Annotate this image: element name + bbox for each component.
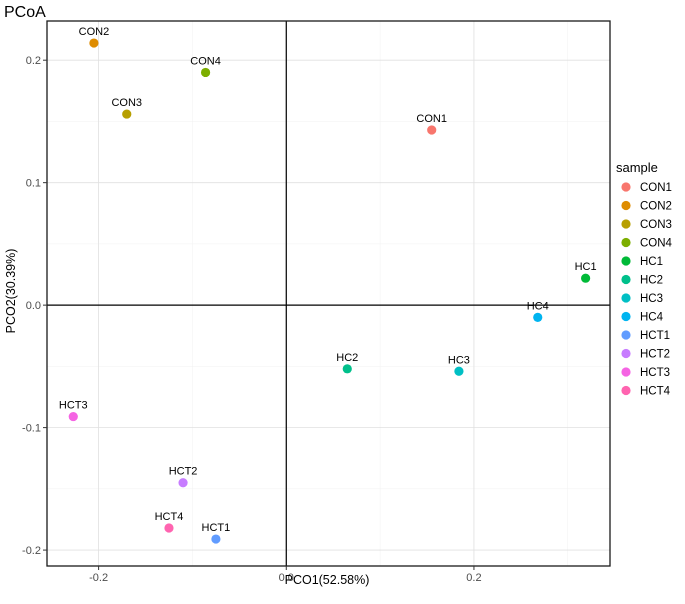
point-hct2: HCT2	[169, 466, 198, 488]
legend-swatch	[621, 348, 631, 359]
legend-swatch	[621, 237, 631, 248]
legend-item-hc4: HC4	[621, 311, 664, 324]
point-con3: CON3	[111, 97, 142, 119]
legend-swatch	[621, 367, 631, 377]
legend-swatch	[621, 219, 631, 229]
x-tick-label: -0.2	[89, 572, 108, 584]
legend-label: HCT3	[640, 367, 670, 379]
legend-item-con2: CON2	[621, 201, 672, 213]
legend-label: HC1	[640, 256, 663, 268]
legend-item-hc1: HC1	[621, 256, 663, 268]
legend-label: HCT2	[640, 349, 670, 361]
point-label: HC4	[527, 300, 549, 312]
legend-swatch	[621, 274, 631, 285]
point-marker	[342, 364, 352, 374]
point-hct3: HCT3	[59, 400, 88, 422]
point-hc1: HC1	[575, 261, 597, 283]
legend-swatch	[621, 182, 631, 192]
point-label: CON3	[111, 97, 142, 109]
legend-label: CON4	[640, 238, 673, 250]
point-label: CON4	[190, 55, 221, 67]
x-axis-label: PCO1(52.58%)	[285, 573, 370, 587]
legend-swatch	[621, 256, 631, 266]
y-tick-label: 0.1	[26, 178, 41, 190]
legend-item-con4: CON4	[621, 237, 673, 250]
point-hct1: HCT1	[202, 522, 231, 544]
point-label: HC3	[448, 354, 470, 366]
x-tick-label: 0.0	[279, 572, 294, 584]
point-label: CON1	[416, 113, 447, 125]
point-label: HC1	[575, 261, 597, 273]
y-tick-label: 0.0	[26, 300, 41, 312]
y-tick-label: -0.1	[22, 423, 41, 435]
point-marker	[68, 411, 78, 422]
legend-label: CON1	[640, 182, 672, 194]
point-label: HCT4	[155, 511, 184, 523]
point-marker	[200, 67, 211, 78]
legend-item-con3: CON3	[621, 219, 672, 231]
legend-label: HC2	[640, 275, 663, 287]
point-hc3: HC3	[448, 354, 470, 376]
legend-swatch	[621, 330, 631, 340]
legend-item-hct1: HCT1	[621, 330, 670, 342]
legend-label: HC3	[640, 293, 663, 305]
y-tick-label: -0.2	[22, 545, 41, 557]
legend-item-hct3: HCT3	[621, 367, 670, 379]
point-con4: CON4	[190, 55, 221, 78]
legend-item-hc3: HC3	[621, 293, 663, 305]
axis-ticks: -0.2 0.0 0.2 -0.2 -0.1 0.0 0.1 0.2	[22, 55, 482, 584]
x-tick-label: 0.2	[466, 572, 481, 584]
legend-swatch	[621, 385, 631, 396]
point-marker	[427, 125, 437, 135]
point-label: HCT2	[169, 466, 198, 478]
chart-title: PCoA	[4, 4, 46, 21]
legend-item-hct2: HCT2	[621, 349, 670, 361]
point-marker	[89, 38, 99, 48]
legend-label: CON3	[640, 219, 672, 231]
y-axis-label: PCO2(30.39%)	[4, 249, 18, 334]
legend-item-con1: CON1	[621, 182, 672, 194]
point-hc4: HC4	[527, 300, 549, 322]
legend-item-hct4: HCT4	[621, 385, 671, 398]
point-con1: CON1	[416, 113, 447, 135]
point-con2: CON2	[79, 26, 110, 48]
legend-title: sample	[616, 160, 658, 175]
point-label: HC2	[336, 352, 358, 364]
plot-panel-border	[46, 20, 611, 567]
legend-label: HC4	[640, 312, 664, 324]
point-hc2: HC2	[336, 352, 358, 374]
point-marker	[164, 523, 174, 533]
point-marker	[178, 478, 188, 488]
reference-lines	[47, 21, 610, 566]
point-label: HCT1	[202, 522, 231, 534]
point-marker	[581, 273, 591, 283]
legend-swatch	[621, 293, 631, 303]
point-label: HCT3	[59, 400, 88, 412]
legend-label: HCT1	[640, 330, 670, 342]
legend-item-hc2: HC2	[621, 275, 663, 287]
point-hct4: HCT4	[155, 511, 184, 533]
legend-swatch	[621, 200, 631, 211]
point-marker	[211, 534, 221, 544]
legend: sample CON1 CON2 CON3 CON4 HC1 HC2 HC3 HC4 HCT1 H…	[616, 160, 673, 398]
legend-label: HCT4	[640, 386, 671, 398]
point-marker	[122, 109, 132, 119]
point-marker	[533, 312, 543, 322]
data-points: CON1 CON2 CON3 CON4 HC1 HC2 HC3 HC4 HCT1 HCT2 HCT3…	[59, 26, 597, 544]
legend-label: CON2	[640, 201, 672, 213]
legend-swatch	[621, 311, 631, 322]
y-tick-label: 0.2	[26, 55, 41, 67]
point-label: CON2	[79, 26, 110, 38]
point-marker	[454, 366, 464, 376]
